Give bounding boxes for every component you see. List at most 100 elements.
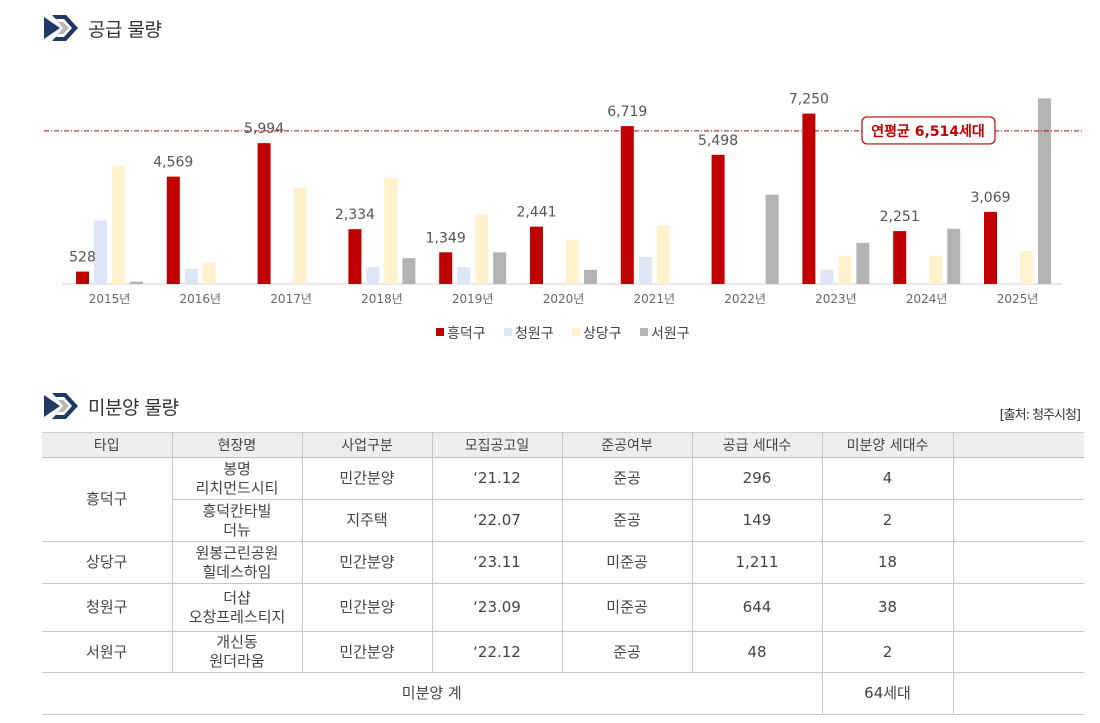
col-header: 사업구분 xyxy=(301,432,433,458)
type-cell: 서원구 xyxy=(42,631,173,673)
bar-서원구 xyxy=(947,228,961,284)
legend-label: 서원구 xyxy=(651,326,690,342)
site-line: 원봉근린공원 xyxy=(195,543,279,562)
bar-상당구 xyxy=(566,240,579,284)
bar-상당구 xyxy=(475,214,489,284)
date-cell: ‘22.12 xyxy=(431,631,563,673)
biz-cell: 민간분양 xyxy=(301,541,433,584)
supply-cell: 644 xyxy=(691,583,823,632)
page-title: 공급 물량 xyxy=(88,18,162,41)
total-value-cell: 64세대 xyxy=(821,672,954,715)
site-cell: 봉명 리치먼드시티 xyxy=(171,457,303,500)
site-line: 흥덕칸타빌 xyxy=(202,501,272,520)
bar-상당구 xyxy=(656,225,670,284)
type-cell: 상당구 xyxy=(42,541,173,584)
bar-상당구 xyxy=(929,255,943,284)
bar-서원구 xyxy=(584,269,597,284)
bar-흥덕구 xyxy=(439,252,453,284)
data-label: 4,569 xyxy=(153,155,193,171)
supply-bar-chart: 528 2015년 4,569 2016년 5,994 2017년 2,334 2018년 1,… xyxy=(44,92,1083,342)
supply-cell: 48 xyxy=(691,631,823,673)
bar-상당구 xyxy=(1020,251,1033,284)
site-cell: 개신동 원더라움 xyxy=(171,631,303,673)
bar-흥덕구 xyxy=(348,229,362,284)
x-tick-label: 2022년 xyxy=(724,292,766,306)
x-tick-label: 2024년 xyxy=(906,292,948,306)
bar-흥덕구 xyxy=(530,226,543,284)
table-row: 상당구 원봉근린공원 힐데스하임 민간분양 ‘23.11 미준공 1,211 18 xyxy=(42,541,1084,584)
x-tick-label: 2016년 xyxy=(180,292,222,306)
data-label: 3,069 xyxy=(970,190,1010,206)
legend-swatch xyxy=(436,328,444,336)
supply-cell: 149 xyxy=(691,499,823,542)
data-label: 2,334 xyxy=(335,207,375,223)
empty-cell xyxy=(952,457,1084,500)
section-title-supply: 공급 물량 xyxy=(44,13,162,43)
supply-cell: 296 xyxy=(691,457,823,500)
table-row: 청원구 더샵 오창프레스티지 민간분양 ‘23.09 미준공 644 38 xyxy=(42,583,1084,632)
empty-cell xyxy=(952,583,1084,632)
bar-상당구 xyxy=(384,178,398,284)
empty-cell xyxy=(952,499,1084,542)
section-title-unsold: 미분양 물량 xyxy=(44,391,179,421)
done-cell: 준공 xyxy=(561,499,693,542)
x-tick-label: 2018년 xyxy=(361,292,403,306)
unsold-table: 타입 현장명 사업구분 모집공고일 준공여부 공급 세대수 미분양 세대수 흥덕… xyxy=(42,432,1084,715)
legend-label: 청원구 xyxy=(515,326,554,342)
site-cell: 원봉근린공원 힐데스하임 xyxy=(171,541,303,584)
data-label: 2,251 xyxy=(880,209,920,225)
data-label: 6,719 xyxy=(607,104,647,120)
legend-label: 상당구 xyxy=(583,326,622,342)
unsold-cell: 2 xyxy=(821,499,954,542)
site-line: 더뉴 xyxy=(223,520,251,539)
biz-cell: 민간분양 xyxy=(301,457,433,500)
table-row: 서원구 개신동 원더라움 민간분양 ‘22.12 준공 48 2 xyxy=(42,631,1084,673)
site-cell: 흥덕칸타빌 더뉴 xyxy=(171,499,303,542)
data-label: 5,994 xyxy=(244,121,284,137)
legend-swatch xyxy=(640,328,648,336)
site-line: 개신동 xyxy=(216,633,258,651)
bar-상당구 xyxy=(293,187,307,284)
col-header: 미분양 세대수 xyxy=(821,432,954,458)
legend-swatch xyxy=(504,328,512,336)
unsold-cell: 2 xyxy=(821,631,954,673)
table-row: 흥덕구 봉명 리치먼드시티 민간분양 ‘21.12 준공 296 4 xyxy=(42,457,1084,542)
biz-cell: 지주택 xyxy=(301,499,433,542)
bar-서원구 xyxy=(402,258,416,284)
done-cell: 준공 xyxy=(561,457,693,500)
bar-흥덕구 xyxy=(984,211,997,284)
unsold-cell: 38 xyxy=(821,583,954,632)
empty-cell xyxy=(952,541,1084,584)
type-cell: 청원구 xyxy=(42,583,173,632)
section-logo-icon xyxy=(44,15,78,41)
section-logo-icon xyxy=(44,393,78,419)
table-header-row: 타입 현장명 사업구분 모집공고일 준공여부 공급 세대수 미분양 세대수 xyxy=(42,432,1084,458)
total-label-cell: 미분양 계 xyxy=(42,672,823,715)
x-tick-label: 2017년 xyxy=(270,292,312,306)
bar-흥덕구 xyxy=(620,126,634,284)
site-line: 더샵 xyxy=(223,588,251,607)
x-tick-label: 2023년 xyxy=(815,292,857,306)
bar-흥덕구 xyxy=(257,143,271,284)
bar-청원구 xyxy=(638,256,652,284)
biz-cell: 민간분양 xyxy=(301,583,433,632)
site-line: 힐데스하임 xyxy=(202,562,272,581)
x-tick-label: 2021년 xyxy=(634,292,676,306)
source-note: [출처: 청주시청] xyxy=(999,408,1081,423)
average-label-box xyxy=(861,116,996,145)
type-cell: 흥덕구 xyxy=(42,457,173,542)
bar-흥덕구 xyxy=(76,271,89,284)
x-tick-label: 2019년 xyxy=(452,292,494,306)
bar-서원구 xyxy=(856,242,870,284)
bar-흥덕구 xyxy=(893,231,907,284)
bar-청원구 xyxy=(94,220,107,284)
col-header: 현장명 xyxy=(171,432,303,458)
legend-label: 흥덕구 xyxy=(447,326,486,342)
supply-cell: 1,211 xyxy=(691,541,823,584)
unsold-cell: 18 xyxy=(821,541,954,584)
col-header xyxy=(952,432,1084,458)
empty-cell xyxy=(952,631,1084,673)
site-cell: 더샵 오창프레스티지 xyxy=(171,583,303,632)
bar-상당구 xyxy=(838,255,852,284)
date-cell: ‘23.09 xyxy=(431,583,563,632)
